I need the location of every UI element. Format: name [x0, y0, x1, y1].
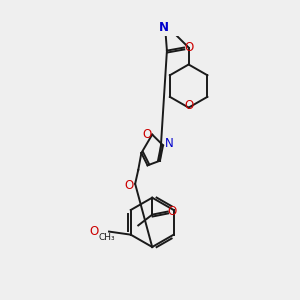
Text: CH₃: CH₃	[98, 233, 115, 242]
Text: O: O	[184, 99, 193, 112]
Text: O: O	[184, 41, 193, 54]
Text: N: N	[159, 21, 169, 34]
Text: O: O	[142, 128, 152, 141]
Text: O: O	[168, 205, 177, 218]
Text: N: N	[165, 137, 174, 150]
Text: O: O	[124, 179, 134, 192]
Text: O: O	[89, 225, 98, 238]
